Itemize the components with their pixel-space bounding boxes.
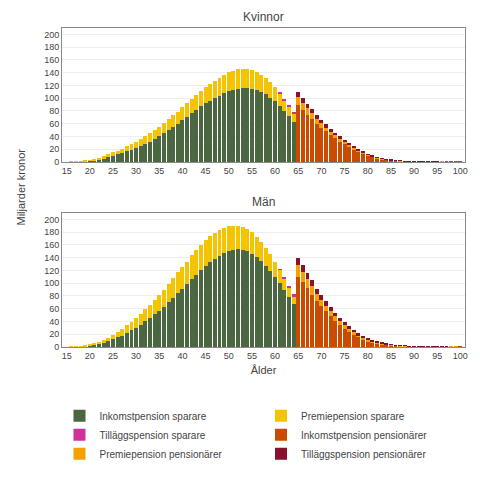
svg-text:Tilläggspension pensionärer: Tilläggspension pensionärer bbox=[301, 449, 426, 460]
svg-text:90: 90 bbox=[409, 166, 419, 176]
svg-text:20: 20 bbox=[49, 144, 59, 154]
svg-text:65: 65 bbox=[293, 351, 303, 361]
svg-text:60: 60 bbox=[49, 119, 59, 129]
svg-text:30: 30 bbox=[131, 351, 141, 361]
svg-text:85: 85 bbox=[386, 351, 396, 361]
svg-text:95: 95 bbox=[432, 351, 442, 361]
svg-text:50: 50 bbox=[224, 166, 234, 176]
svg-text:40: 40 bbox=[49, 317, 59, 327]
svg-text:50: 50 bbox=[224, 351, 234, 361]
svg-text:120: 120 bbox=[44, 266, 59, 276]
svg-text:Inkomstpension pensionärer: Inkomstpension pensionärer bbox=[301, 430, 427, 441]
svg-text:80: 80 bbox=[49, 291, 59, 301]
svg-text:200: 200 bbox=[44, 30, 59, 40]
svg-text:80: 80 bbox=[49, 106, 59, 116]
svg-text:0: 0 bbox=[54, 342, 59, 352]
svg-text:85: 85 bbox=[386, 166, 396, 176]
svg-text:180: 180 bbox=[44, 42, 59, 52]
svg-text:90: 90 bbox=[409, 351, 419, 361]
svg-text:0: 0 bbox=[54, 157, 59, 167]
svg-text:20: 20 bbox=[85, 166, 95, 176]
svg-text:100: 100 bbox=[453, 351, 468, 361]
svg-text:60: 60 bbox=[49, 304, 59, 314]
svg-text:80: 80 bbox=[363, 166, 373, 176]
svg-text:30: 30 bbox=[131, 166, 141, 176]
svg-text:75: 75 bbox=[340, 166, 350, 176]
svg-text:180: 180 bbox=[44, 227, 59, 237]
svg-text:Kvinnor: Kvinnor bbox=[243, 10, 284, 24]
svg-text:70: 70 bbox=[316, 166, 326, 176]
svg-text:35: 35 bbox=[154, 166, 164, 176]
svg-text:140: 140 bbox=[44, 68, 59, 78]
svg-text:45: 45 bbox=[201, 351, 211, 361]
svg-text:40: 40 bbox=[49, 132, 59, 142]
svg-text:Ålder: Ålder bbox=[251, 364, 277, 376]
svg-text:15: 15 bbox=[62, 351, 72, 361]
svg-text:45: 45 bbox=[201, 166, 211, 176]
svg-text:Premiepension pensionärer: Premiepension pensionärer bbox=[100, 449, 223, 460]
svg-text:35: 35 bbox=[154, 351, 164, 361]
svg-text:40: 40 bbox=[177, 166, 187, 176]
svg-text:55: 55 bbox=[247, 166, 257, 176]
svg-text:65: 65 bbox=[293, 166, 303, 176]
svg-text:25: 25 bbox=[108, 166, 118, 176]
svg-text:95: 95 bbox=[432, 166, 442, 176]
svg-text:120: 120 bbox=[44, 81, 59, 91]
svg-text:15: 15 bbox=[62, 166, 72, 176]
svg-text:Inkomstpension sparare: Inkomstpension sparare bbox=[100, 411, 207, 422]
svg-text:20: 20 bbox=[85, 351, 95, 361]
svg-text:60: 60 bbox=[270, 351, 280, 361]
svg-text:Män: Män bbox=[252, 195, 275, 209]
svg-text:20: 20 bbox=[49, 329, 59, 339]
svg-text:25: 25 bbox=[108, 351, 118, 361]
svg-text:100: 100 bbox=[453, 166, 468, 176]
svg-text:160: 160 bbox=[44, 55, 59, 65]
svg-text:160: 160 bbox=[44, 240, 59, 250]
svg-text:55: 55 bbox=[247, 351, 257, 361]
svg-text:100: 100 bbox=[44, 93, 59, 103]
svg-text:Tilläggspension sparare: Tilläggspension sparare bbox=[100, 430, 206, 441]
svg-text:40: 40 bbox=[177, 351, 187, 361]
svg-text:200: 200 bbox=[44, 215, 59, 225]
svg-text:80: 80 bbox=[363, 351, 373, 361]
svg-text:Miljarder kronor: Miljarder kronor bbox=[15, 149, 27, 226]
svg-text:60: 60 bbox=[270, 166, 280, 176]
svg-text:100: 100 bbox=[44, 278, 59, 288]
svg-text:Premiepension sparare: Premiepension sparare bbox=[301, 411, 405, 422]
svg-text:75: 75 bbox=[340, 351, 350, 361]
svg-text:70: 70 bbox=[316, 351, 326, 361]
svg-text:140: 140 bbox=[44, 253, 59, 263]
